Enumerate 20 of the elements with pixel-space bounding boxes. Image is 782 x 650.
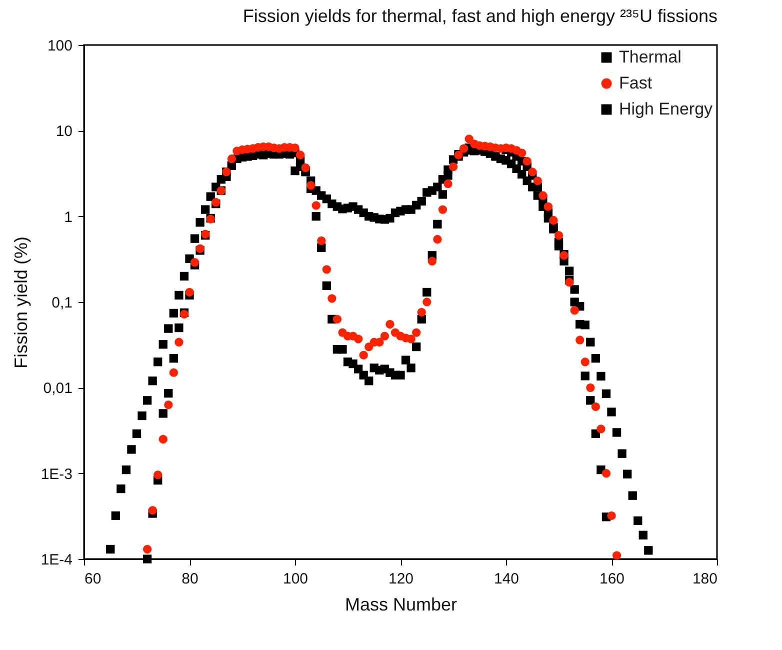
chart-title: Fission yields for thermal, fast and high energy ²³⁵U fissions xyxy=(242,6,718,26)
x-tick-label: 180 xyxy=(692,570,718,588)
x-axis-title: Mass Number xyxy=(344,594,458,614)
legend-label: High Energy xyxy=(619,100,714,118)
y-tick-label: 0,1 xyxy=(52,294,72,312)
y-tick-label: 1 xyxy=(64,208,72,226)
x-tick-label: 160 xyxy=(599,570,625,588)
x-tick-label: 120 xyxy=(388,570,414,588)
y-tick-label: 10 xyxy=(56,123,72,140)
legend-label: Fast xyxy=(619,74,652,92)
legend-label: Thermal xyxy=(619,48,682,66)
x-tick-label: 60 xyxy=(84,570,102,588)
y-tick-label: 1E-4 xyxy=(40,552,72,568)
y-tick-label: 1E-3 xyxy=(40,466,72,483)
y-tick-label: 0,01 xyxy=(43,380,72,398)
x-tick-label: 100 xyxy=(282,570,308,588)
x-tick-label: 140 xyxy=(494,570,520,588)
y-axis-title: Fission yield (%) xyxy=(10,236,31,369)
x-tick-label: 80 xyxy=(182,570,198,588)
y-tick-label: 100 xyxy=(47,38,72,54)
